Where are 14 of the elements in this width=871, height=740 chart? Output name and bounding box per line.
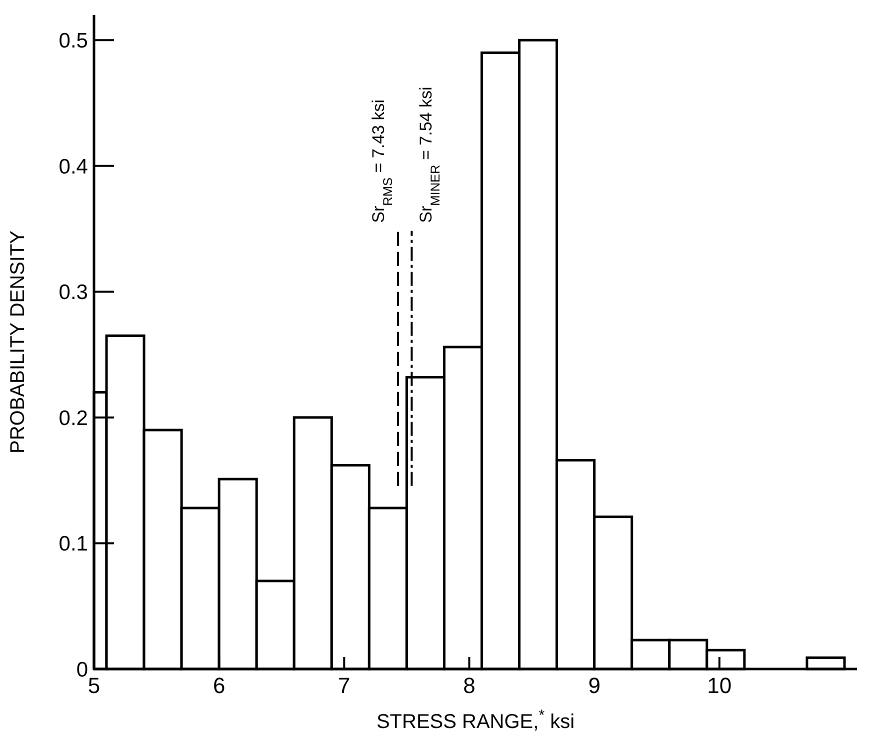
y-tick-label: 0.1 xyxy=(58,532,88,556)
x-tick-label: 10 xyxy=(707,673,732,698)
x-axis-title: STRESS RANGE,$^{*}$ ksi xyxy=(376,706,575,733)
y-tick-label: 0.5 xyxy=(58,30,88,53)
y-tick-label: 0.2 xyxy=(58,406,88,430)
x-tick-label: 5 xyxy=(88,673,100,698)
y-tick-label: 0.4 xyxy=(58,155,88,178)
x-tick-label: 8 xyxy=(463,673,476,698)
y-tick-label: 0 xyxy=(76,658,88,682)
x-tick-label: 6 xyxy=(212,673,226,698)
x-tick-label: 9 xyxy=(588,673,600,698)
x-tick-label: 7 xyxy=(338,673,350,698)
y-axis-title: PROBABILITY DENSITY xyxy=(7,230,29,454)
y-tick-label: 0.3 xyxy=(58,281,88,304)
